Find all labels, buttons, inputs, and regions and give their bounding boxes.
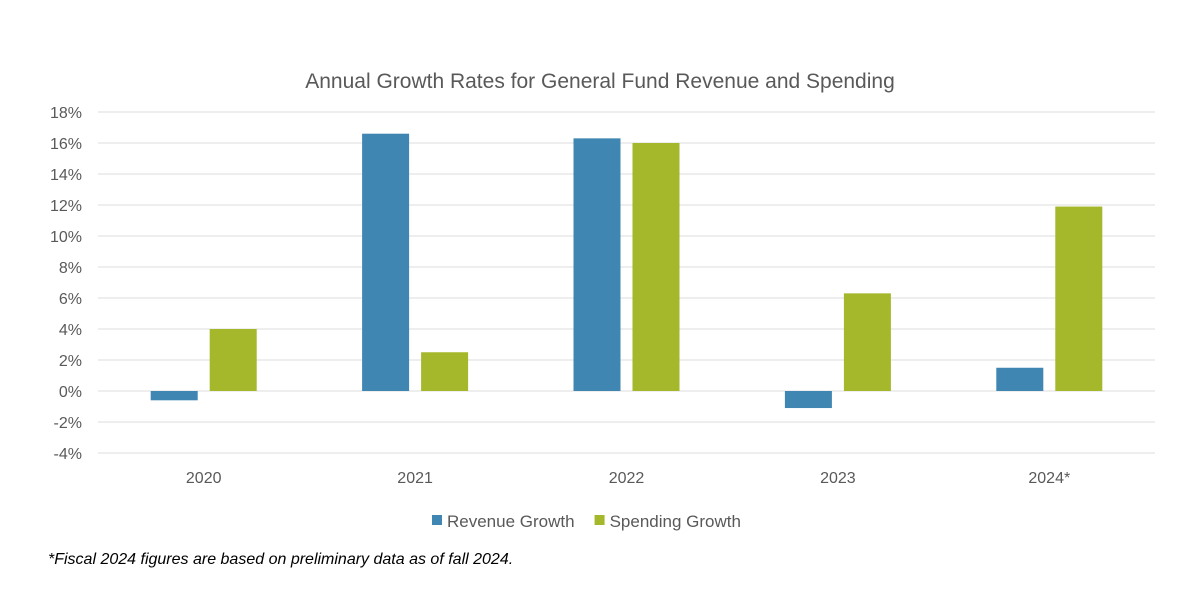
legend-swatch (432, 515, 442, 525)
legend-swatch (594, 515, 605, 525)
y-tick-label: -2% (54, 415, 82, 432)
bar-revenue-growth (784, 391, 832, 409)
y-tick-label: 4% (59, 322, 82, 339)
x-tick-label: 2021 (397, 470, 433, 487)
bar-spending-growth (843, 293, 891, 391)
bar-revenue-growth (573, 138, 621, 391)
legend-label: Spending Growth (610, 512, 741, 531)
y-tick-label: 14% (50, 167, 82, 184)
x-tick-label: 2020 (186, 470, 222, 487)
x-tick-label: 2023 (820, 470, 856, 487)
bar-spending-growth (421, 352, 469, 391)
y-tick-label: 6% (59, 291, 82, 308)
x-tick-label: 2024* (1028, 470, 1070, 487)
y-tick-label: 16% (50, 136, 82, 153)
y-tick-label: 18% (50, 105, 82, 122)
y-tick-label: 8% (59, 260, 82, 277)
y-tick-label: 2% (59, 353, 82, 370)
y-tick-label: -4% (54, 446, 82, 463)
bar-spending-growth (632, 143, 680, 391)
bar-revenue-growth (362, 133, 410, 391)
y-tick-label: 0% (59, 384, 82, 401)
bar-revenue-growth (996, 367, 1044, 391)
legend-label: Revenue Growth (447, 512, 575, 531)
y-tick-label: 10% (50, 229, 82, 246)
x-tick-label: 2022 (609, 470, 645, 487)
y-tick-label: 12% (50, 198, 82, 215)
bar-revenue-growth (150, 391, 198, 401)
bar-spending-growth (209, 329, 257, 391)
bar-spending-growth (1055, 206, 1103, 391)
footnote: *Fiscal 2024 figures are based on prelim… (48, 551, 514, 568)
chart-title: Annual Growth Rates for General Fund Rev… (305, 70, 895, 93)
